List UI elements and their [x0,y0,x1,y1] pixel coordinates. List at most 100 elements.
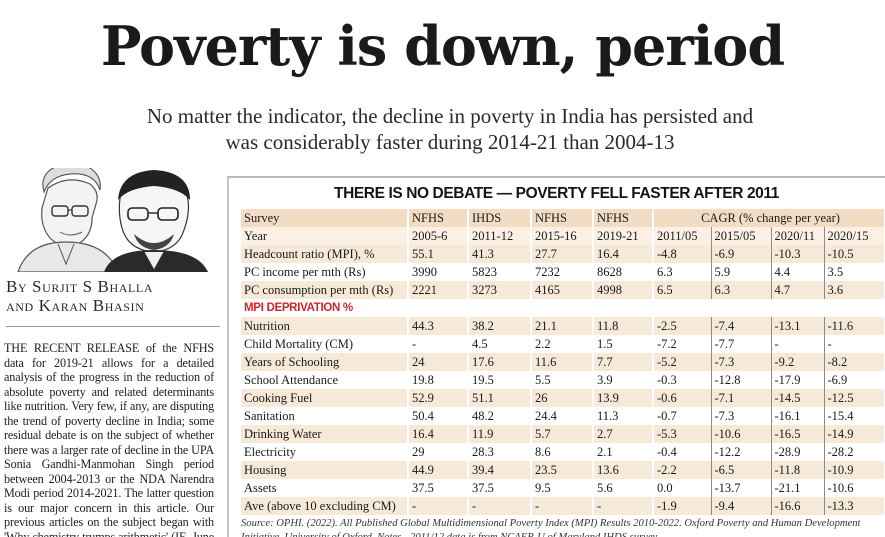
table-row: Headcount ratio (MPI), % 55.1 41.3 27.7 16.4… [241,245,884,263]
value-cell: 19.5 [467,371,531,389]
value-cell: 8.6 [530,443,593,461]
table-year-row: Year 2005-6 2011-12 2015-16 2019-21 2011… [241,227,884,245]
cagr-cell: -7.3 [710,407,771,425]
cagr-cell: 3.6 [823,281,884,299]
byline: By Surjit S Bhalla and Karan Bhasin [6,277,221,315]
cagr-cell: -0.6 [652,389,711,407]
cagr-cell: 0.0 [652,479,711,497]
value-cell: 55.1 [407,245,468,263]
article-body: THE RECENT RELEASE of the NFHS data for … [4,341,214,537]
cagr-cell: -13.1 [770,317,824,335]
value-cell: 21.1 [530,317,593,335]
cagr-cell: -12.2 [710,443,771,461]
cagr-cell: -10.3 [770,245,824,263]
cagr-cell: - [823,335,884,353]
value-cell: 37.5 [407,479,468,497]
value-cell: 11.8 [592,317,653,335]
year-cell: 2020/11 [770,227,824,245]
cagr-cell: -21.1 [770,479,824,497]
row-label: PC income per mth (Rs) [241,263,408,281]
byline-divider [6,326,220,327]
header-survey-2: IHDS [467,209,531,227]
header-survey-3: NFHS [530,209,593,227]
byline-line-2: and Karan Bhasin [6,296,145,315]
value-cell: 3273 [467,281,531,299]
header-survey: Survey [241,209,408,227]
value-cell: 7.7 [592,353,653,371]
cagr-cell: -7.4 [710,317,771,335]
mpi-section-row: MPI DEPRIVATION % [241,299,884,317]
subheadline: No matter the indicator, the decline in … [110,103,790,155]
row-label: Child Mortality (CM) [241,335,408,353]
value-cell: 4.5 [467,335,531,353]
cagr-cell: -6.9 [710,245,771,263]
value-cell: 4998 [592,281,653,299]
row-label: Sanitation [241,407,408,425]
cagr-cell: -16.6 [770,497,824,515]
value-cell: 19.8 [407,371,468,389]
row-label: Drinking Water [241,425,408,443]
year-cell: 2019-21 [592,227,653,245]
value-cell: 2.7 [592,425,653,443]
cagr-cell: -1.9 [652,497,711,515]
cagr-cell: -11.8 [770,461,824,479]
cagr-cell: -2.2 [652,461,711,479]
value-cell: 2.1 [592,443,653,461]
year-cell: 2020/15 [823,227,884,245]
value-cell: 28.3 [467,443,531,461]
cagr-cell: -9.2 [770,353,824,371]
table-title: THERE IS NO DEBATE — POVERTY FELL FASTER… [334,185,779,202]
cagr-cell: -0.3 [652,371,711,389]
cagr-cell: -4.8 [652,245,711,263]
row-label: PC consumption per mth (Rs) [241,281,408,299]
value-cell: 1.5 [592,335,653,353]
row-label: Nutrition [241,317,408,335]
value-cell: 5823 [467,263,531,281]
value-cell: 48.2 [467,407,531,425]
cagr-cell: -12.8 [710,371,771,389]
row-label: Electricity [241,443,408,461]
header-survey-4: NFHS [592,209,653,227]
header-cagr: CAGR (% change per year) [652,209,884,227]
cagr-cell: -13.7 [710,479,771,497]
table-row: Sanitation 50.4 48.2 24.4 11.3 -0.7 -7.3 -16.1-… [241,407,884,425]
value-cell: 9.5 [530,479,593,497]
mpi-section-label: MPI DEPRIVATION % [241,299,884,317]
row-label: Headcount ratio (MPI), % [241,245,408,263]
value-cell: 4165 [530,281,593,299]
value-cell: 50.4 [407,407,468,425]
cagr-cell: -6.5 [710,461,771,479]
table-row: Ave (above 10 excluding CM) - - - - -1.9 -9.4-… [241,497,884,515]
value-cell: 17.6 [467,353,531,371]
year-cell: 2011-12 [467,227,531,245]
year-label: Year [241,227,408,245]
cagr-cell: 3.5 [823,263,884,281]
cagr-cell: -14.9 [823,425,884,443]
value-cell: - [407,497,468,515]
row-label: Cooking Fuel [241,389,408,407]
year-cell: 2015/05 [710,227,771,245]
value-cell: - [592,497,653,515]
table-row: Nutrition 44.3 38.2 21.1 11.8 -2.5 -7.4 -13.1 -1… [241,317,884,335]
cagr-cell: -7.1 [710,389,771,407]
cagr-cell: -9.4 [710,497,771,515]
table-row: Cooking Fuel 52.9 51.1 26 13.9 -0.6 -7.1 -14.5-… [241,389,884,407]
row-label: Housing [241,461,408,479]
headline: Poverty is down, period [100,14,785,78]
value-cell: 44.3 [407,317,468,335]
cagr-cell: -8.2 [823,353,884,371]
value-cell: 24.4 [530,407,593,425]
value-cell: 51.1 [467,389,531,407]
table-row: Assets 37.5 37.5 9.5 5.6 0.0 -13.7 -21.1 -10.6 [241,479,884,497]
value-cell: - [530,497,593,515]
cagr-cell: -14.5 [770,389,824,407]
value-cell: 29 [407,443,468,461]
source-note: Source: OPHI. (2022). All Published Glob… [241,518,861,537]
table-row: PC consumption per mth (Rs) 2221 3273 4165 4… [241,281,884,299]
author-sketch-icon [17,168,208,272]
table-row: PC income per mth (Rs) 3990 5823 7232 8628 6.… [241,263,884,281]
cagr-cell: -0.7 [652,407,711,425]
cagr-cell: -11.6 [823,317,884,335]
value-cell: 5.6 [592,479,653,497]
row-label: Years of Schooling [241,353,408,371]
